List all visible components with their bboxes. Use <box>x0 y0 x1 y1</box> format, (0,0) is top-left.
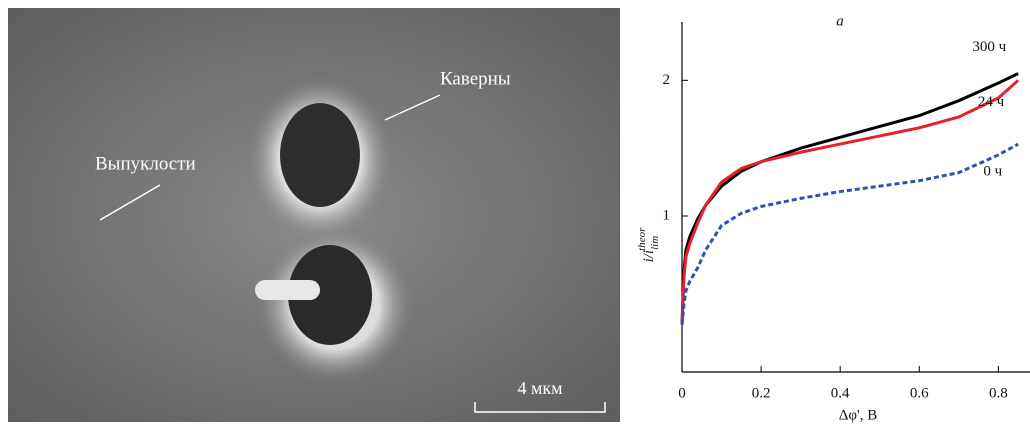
scale-bar-label: 4 мкм <box>517 378 562 398</box>
series-line <box>682 144 1018 324</box>
y-label-sub: lim <box>649 236 661 250</box>
figure: Каверны Выпуклости 4 мкм a Δφ', В i/ilim… <box>0 0 1030 427</box>
y-label-sup: theor <box>636 227 648 251</box>
series-line <box>682 80 1018 324</box>
y-tick-label: 2 <box>663 72 671 88</box>
y-tick-label: 1 <box>663 207 671 223</box>
series-label: 300 ч <box>972 39 1006 55</box>
x-tick-label: 0.4 <box>831 385 850 401</box>
series-label: 0 ч <box>983 164 1002 180</box>
x-tick-label: 0.8 <box>989 385 1008 401</box>
sem-image: Каверны Выпуклости 4 мкм <box>8 8 620 422</box>
image-label: Каверны <box>440 68 511 89</box>
x-tick-label: 0.2 <box>752 385 771 401</box>
x-tick-label: 0 <box>678 385 686 401</box>
chart-title: a <box>836 13 844 29</box>
image-label: Выпуклости <box>95 153 196 174</box>
y-axis-label: i/ilimtheor <box>636 227 661 263</box>
series-label: 24 ч <box>978 94 1005 110</box>
x-tick-label: 0.6 <box>910 385 929 401</box>
x-axis-label: Δφ', В <box>839 407 878 423</box>
